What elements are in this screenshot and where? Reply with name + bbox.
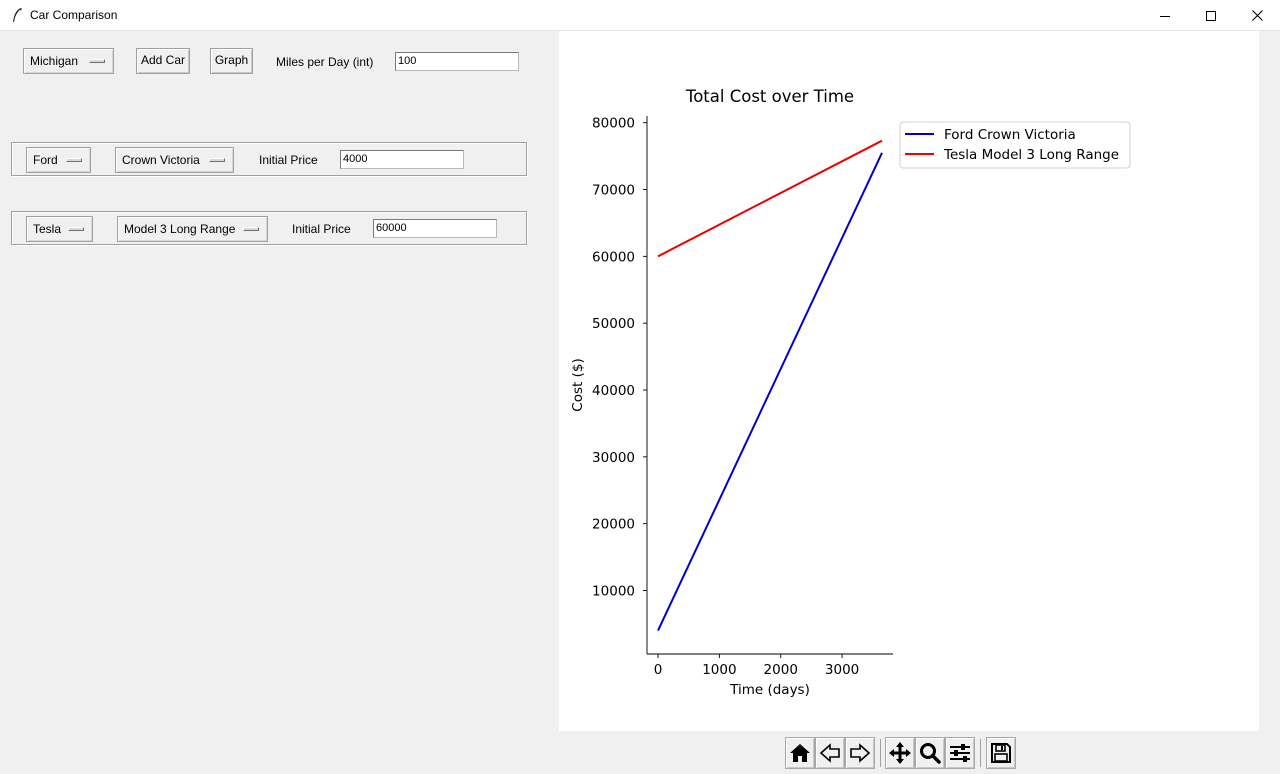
configure-subplots-icon <box>950 744 970 762</box>
initial-price-input-1[interactable]: 4000 <box>340 150 464 169</box>
legend: Ford Crown Victoria Tesla Model 3 Long Ra… <box>899 121 1131 169</box>
y-tick-label: 80000 <box>592 116 635 132</box>
dropdown-indicator-icon <box>89 59 105 63</box>
model-dropdown-value: Model 3 Long Range <box>124 222 236 236</box>
maximize-icon <box>1206 10 1216 21</box>
feather-icon <box>13 8 22 22</box>
x-tick-label: 1000 <box>702 662 736 678</box>
plot-canvas[interactable]: Total Cost over Time 0 1000 2000 3000 10000 20… <box>559 31 1259 731</box>
make-dropdown-1[interactable]: Ford <box>26 147 91 173</box>
y-tick-label: 10000 <box>592 584 635 600</box>
legend-box <box>899 121 1131 169</box>
forward-button[interactable] <box>845 737 875 769</box>
legend-label: Tesla Model 3 Long Range <box>943 147 1119 163</box>
navigation-toolbar <box>559 731 1259 774</box>
initial-price-label: Initial Price <box>292 222 351 236</box>
make-dropdown-2[interactable]: Tesla <box>26 216 93 242</box>
back-icon <box>819 743 840 763</box>
controls-panel: Michigan Add Car Graph Miles per Day (in… <box>0 31 559 774</box>
close-icon <box>1251 10 1263 21</box>
back-button[interactable] <box>815 737 845 769</box>
home-icon <box>790 744 810 762</box>
series-line-2 <box>657 139 883 258</box>
initial-price-input-2[interactable]: 60000 <box>373 219 497 238</box>
y-tick-label: 60000 <box>592 249 635 265</box>
car-row-2: Tesla Model 3 Long Range Initial Price 6… <box>11 211 527 245</box>
axes: Total Cost over Time 0 1000 2000 3000 10000 20… <box>570 87 893 698</box>
series-lines <box>657 139 883 632</box>
initial-price-label: Initial Price <box>259 153 318 167</box>
x-tick-label: 2000 <box>764 662 798 678</box>
miles-per-day-label: Miles per Day (int) <box>276 55 374 69</box>
total-cost-chart: Total Cost over Time 0 1000 2000 3000 10000 20… <box>570 87 1131 698</box>
series-line-1 <box>657 152 883 632</box>
state-dropdown[interactable]: Michigan <box>23 48 114 74</box>
chart-title: Total Cost over Time <box>685 87 854 106</box>
miles-per-day-input[interactable]: 100 <box>395 52 519 71</box>
toolbar-separator <box>980 739 981 767</box>
title-bar: Car Comparison <box>0 0 1280 31</box>
make-dropdown-value: Ford <box>33 153 58 167</box>
zoom-icon <box>920 743 941 764</box>
dropdown-indicator-icon <box>66 158 82 162</box>
save-icon <box>991 743 1011 763</box>
x-tick-label: 0 <box>654 662 663 678</box>
y-tick-label: 30000 <box>592 450 635 466</box>
y-tick-label: 40000 <box>592 383 635 399</box>
graph-button[interactable]: Graph <box>210 48 253 74</box>
window-title: Car Comparison <box>30 8 118 22</box>
add-car-button[interactable]: Add Car <box>136 48 190 74</box>
x-tick-label: 3000 <box>825 662 859 678</box>
minimize-icon <box>1160 15 1170 17</box>
y-tick-label: 70000 <box>592 183 635 199</box>
dropdown-indicator-icon <box>68 227 84 231</box>
y-tick-label: 50000 <box>592 316 635 332</box>
configure-subplots-button[interactable] <box>945 737 975 769</box>
home-button[interactable] <box>785 737 815 769</box>
make-dropdown-value: Tesla <box>33 222 62 236</box>
pan-button[interactable] <box>885 737 915 769</box>
y-tick-label: 20000 <box>592 517 635 533</box>
close-button[interactable] <box>1234 0 1280 31</box>
state-dropdown-value: Michigan <box>30 54 79 68</box>
dropdown-indicator-icon <box>209 158 225 162</box>
dropdown-indicator-icon <box>243 227 259 231</box>
forward-icon <box>850 743 871 763</box>
model-dropdown-1[interactable]: Crown Victoria <box>115 147 234 173</box>
maximize-button[interactable] <box>1188 0 1234 31</box>
x-axis-label: Time (days) <box>729 682 810 698</box>
pan-icon <box>889 742 911 764</box>
save-button[interactable] <box>986 737 1016 769</box>
car-row-1: Ford Crown Victoria Initial Price 4000 <box>11 142 527 176</box>
zoom-button[interactable] <box>915 737 945 769</box>
model-dropdown-2[interactable]: Model 3 Long Range <box>117 216 268 242</box>
model-dropdown-value: Crown Victoria <box>122 153 200 167</box>
toolbar-separator <box>880 739 881 767</box>
y-axis-label: Cost ($) <box>570 358 586 411</box>
legend-label: Ford Crown Victoria <box>944 127 1076 143</box>
minimize-button[interactable] <box>1142 0 1188 31</box>
